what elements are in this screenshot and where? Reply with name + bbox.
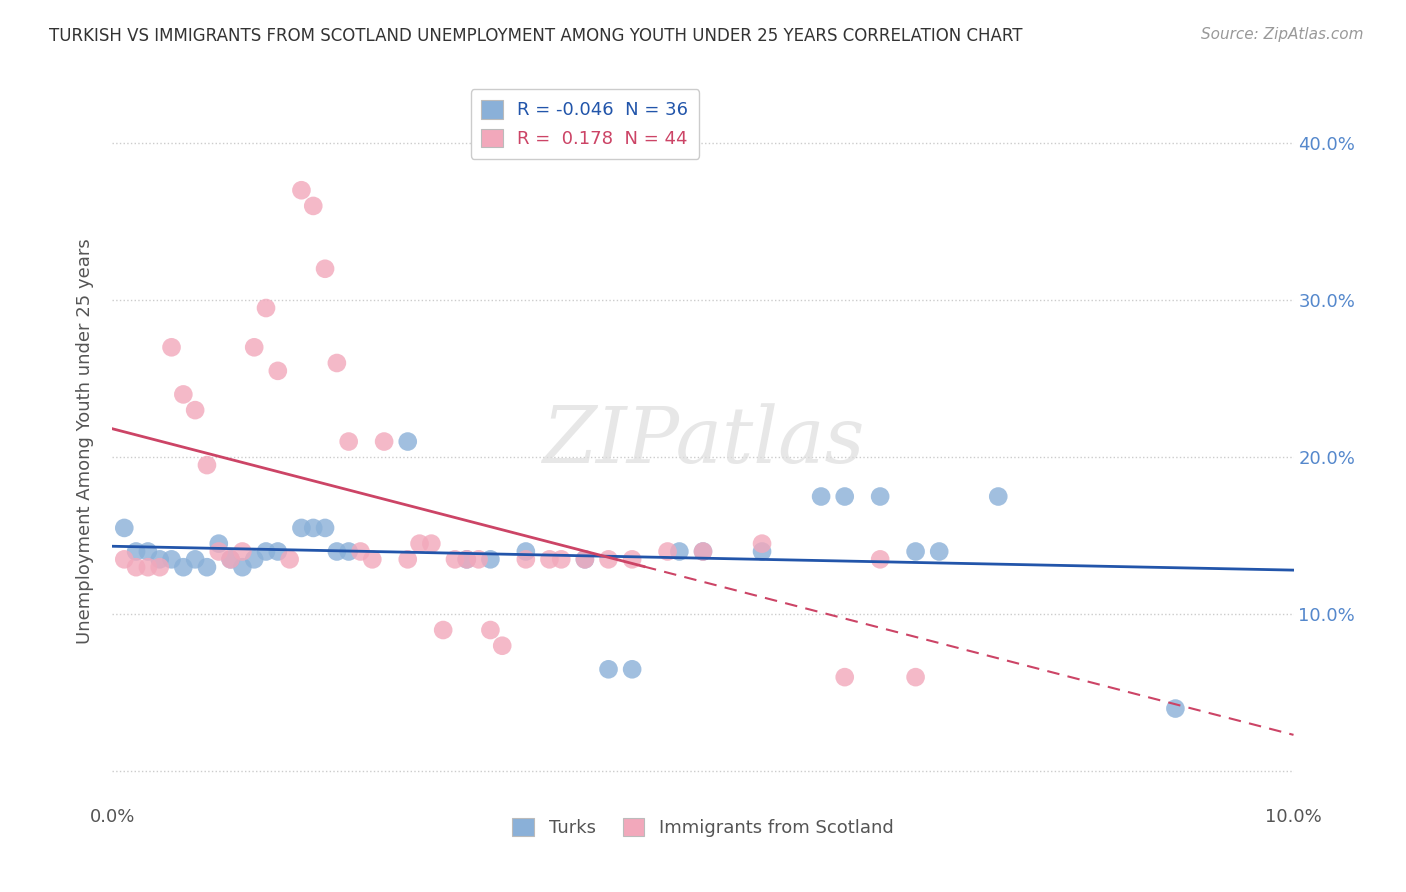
Point	[574, 552, 596, 566]
Point	[195, 560, 218, 574]
Point	[243, 552, 266, 566]
Text: TURKISH VS IMMIGRANTS FROM SCOTLAND UNEMPLOYMENT AMONG YOUTH UNDER 25 YEARS CORR: TURKISH VS IMMIGRANTS FROM SCOTLAND UNEM…	[49, 27, 1022, 45]
Point	[373, 434, 395, 449]
Point	[1164, 701, 1187, 715]
Point	[621, 662, 644, 676]
Point	[928, 544, 950, 558]
Point	[396, 434, 419, 449]
Point	[834, 670, 856, 684]
Point	[302, 199, 325, 213]
Point	[668, 544, 690, 558]
Point	[136, 560, 159, 574]
Point	[869, 552, 891, 566]
Text: Source: ZipAtlas.com: Source: ZipAtlas.com	[1201, 27, 1364, 42]
Point	[314, 261, 336, 276]
Point	[290, 521, 312, 535]
Point	[692, 544, 714, 558]
Point	[538, 552, 561, 566]
Point	[621, 552, 644, 566]
Point	[149, 552, 172, 566]
Point	[326, 544, 349, 558]
Point	[467, 552, 489, 566]
Point	[987, 490, 1010, 504]
Point	[125, 544, 148, 558]
Point	[751, 544, 773, 558]
Point	[254, 544, 277, 558]
Point	[326, 356, 349, 370]
Point	[172, 387, 194, 401]
Y-axis label: Unemployment Among Youth under 25 years: Unemployment Among Youth under 25 years	[76, 239, 94, 644]
Point	[302, 521, 325, 535]
Point	[172, 560, 194, 574]
Point	[420, 536, 443, 550]
Point	[136, 544, 159, 558]
Point	[290, 183, 312, 197]
Point	[208, 544, 231, 558]
Point	[904, 670, 927, 684]
Point	[219, 552, 242, 566]
Point	[184, 552, 207, 566]
Point	[408, 536, 430, 550]
Point	[314, 521, 336, 535]
Text: ZIPatlas: ZIPatlas	[541, 403, 865, 480]
Point	[574, 552, 596, 566]
Point	[112, 521, 135, 535]
Point	[432, 623, 454, 637]
Point	[243, 340, 266, 354]
Point	[149, 560, 172, 574]
Point	[195, 458, 218, 472]
Point	[267, 364, 290, 378]
Point	[160, 552, 183, 566]
Legend: Turks, Immigrants from Scotland: Turks, Immigrants from Scotland	[505, 811, 901, 845]
Point	[219, 552, 242, 566]
Point	[444, 552, 467, 566]
Point	[515, 544, 537, 558]
Point	[396, 552, 419, 566]
Point	[904, 544, 927, 558]
Point	[657, 544, 679, 558]
Point	[550, 552, 572, 566]
Point	[184, 403, 207, 417]
Point	[456, 552, 478, 566]
Point	[598, 552, 620, 566]
Point	[112, 552, 135, 566]
Point	[810, 490, 832, 504]
Point	[479, 623, 502, 637]
Point	[208, 536, 231, 550]
Point	[267, 544, 290, 558]
Point	[834, 490, 856, 504]
Point	[751, 536, 773, 550]
Point	[349, 544, 371, 558]
Point	[254, 301, 277, 315]
Point	[231, 544, 253, 558]
Point	[479, 552, 502, 566]
Point	[231, 560, 253, 574]
Point	[515, 552, 537, 566]
Point	[125, 560, 148, 574]
Point	[692, 544, 714, 558]
Point	[491, 639, 513, 653]
Point	[278, 552, 301, 566]
Point	[337, 434, 360, 449]
Point	[869, 490, 891, 504]
Point	[160, 340, 183, 354]
Point	[598, 662, 620, 676]
Point	[361, 552, 384, 566]
Point	[337, 544, 360, 558]
Point	[456, 552, 478, 566]
